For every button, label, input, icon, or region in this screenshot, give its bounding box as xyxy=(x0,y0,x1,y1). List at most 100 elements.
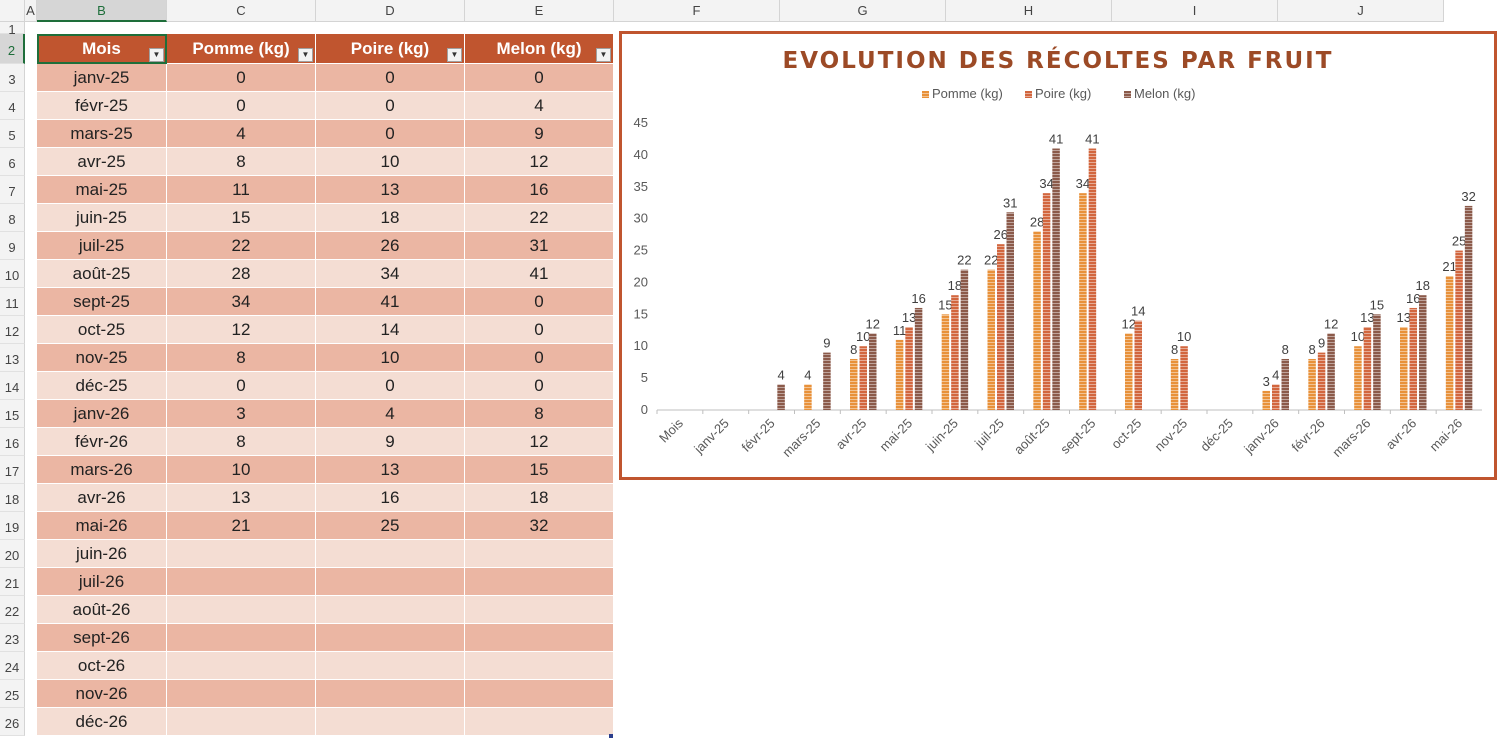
melon-cell[interactable]: 0 xyxy=(465,288,614,316)
filter-dropdown-icon[interactable]: ▼ xyxy=(149,48,164,62)
melon-cell[interactable]: 0 xyxy=(465,344,614,372)
melon-cell[interactable] xyxy=(465,540,614,568)
month-cell[interactable]: janv-25 xyxy=(37,64,167,92)
table-resize-handle[interactable] xyxy=(609,734,613,738)
row-header-13[interactable]: 13 xyxy=(0,344,25,372)
filter-dropdown-icon[interactable]: ▼ xyxy=(447,48,462,62)
poire-cell[interactable]: 41 xyxy=(316,288,465,316)
melon-header[interactable]: Melon (kg) ▼ xyxy=(465,34,614,64)
pomme-cell[interactable] xyxy=(167,624,316,652)
filter-dropdown-icon[interactable]: ▼ xyxy=(298,48,313,62)
column-header-d[interactable]: D xyxy=(316,0,465,22)
month-cell[interactable]: mai-25 xyxy=(37,176,167,204)
poire-cell[interactable]: 34 xyxy=(316,260,465,288)
month-cell[interactable]: déc-25 xyxy=(37,372,167,400)
row-header-4[interactable]: 4 xyxy=(0,92,25,120)
month-cell[interactable]: sept-26 xyxy=(37,624,167,652)
select-all-corner[interactable] xyxy=(0,0,25,22)
poire-cell[interactable]: 4 xyxy=(316,400,465,428)
pomme-header[interactable]: Pomme (kg) ▼ xyxy=(167,34,316,64)
poire-cell[interactable]: 10 xyxy=(316,344,465,372)
pomme-cell[interactable]: 4 xyxy=(167,120,316,148)
pomme-cell[interactable] xyxy=(167,540,316,568)
month-cell[interactable]: mars-25 xyxy=(37,120,167,148)
row-header-18[interactable]: 18 xyxy=(0,484,25,512)
pomme-cell[interactable]: 8 xyxy=(167,428,316,456)
pomme-cell[interactable]: 8 xyxy=(167,344,316,372)
pomme-cell[interactable]: 12 xyxy=(167,316,316,344)
row-header-25[interactable]: 25 xyxy=(0,680,25,708)
pomme-cell[interactable]: 11 xyxy=(167,176,316,204)
poire-cell[interactable] xyxy=(316,652,465,680)
melon-cell[interactable] xyxy=(465,680,614,708)
row-header-12[interactable]: 12 xyxy=(0,316,25,344)
column-header-f[interactable]: F xyxy=(614,0,780,22)
row-header-8[interactable]: 8 xyxy=(0,204,25,232)
poire-cell[interactable]: 0 xyxy=(316,372,465,400)
melon-cell[interactable]: 0 xyxy=(465,372,614,400)
poire-cell[interactable] xyxy=(316,624,465,652)
row-header-9[interactable]: 9 xyxy=(0,232,25,260)
melon-cell[interactable]: 12 xyxy=(465,148,614,176)
melon-cell[interactable]: 31 xyxy=(465,232,614,260)
pomme-cell[interactable]: 0 xyxy=(167,92,316,120)
poire-cell[interactable] xyxy=(316,680,465,708)
harvest-chart[interactable]: EVOLUTION DES RÉCOLTES PAR FRUIT Pomme (k… xyxy=(619,31,1497,480)
row-header-1[interactable]: 1 xyxy=(0,22,25,37)
column-header-i[interactable]: I xyxy=(1112,0,1278,22)
column-header-g[interactable]: G xyxy=(780,0,946,22)
pomme-cell[interactable] xyxy=(167,652,316,680)
month-cell[interactable]: avr-25 xyxy=(37,148,167,176)
melon-cell[interactable]: 12 xyxy=(465,428,614,456)
month-cell[interactable]: nov-25 xyxy=(37,344,167,372)
poire-cell[interactable]: 10 xyxy=(316,148,465,176)
filter-dropdown-icon[interactable]: ▼ xyxy=(596,48,611,62)
column-header-j[interactable]: J xyxy=(1278,0,1444,22)
poire-cell[interactable]: 16 xyxy=(316,484,465,512)
pomme-cell[interactable]: 21 xyxy=(167,512,316,540)
melon-cell[interactable]: 4 xyxy=(465,92,614,120)
melon-cell[interactable]: 16 xyxy=(465,176,614,204)
melon-cell[interactable]: 0 xyxy=(465,316,614,344)
poire-cell[interactable] xyxy=(316,708,465,736)
row-header-19[interactable]: 19 xyxy=(0,512,25,540)
pomme-cell[interactable] xyxy=(167,596,316,624)
poire-cell[interactable]: 26 xyxy=(316,232,465,260)
poire-cell[interactable]: 14 xyxy=(316,316,465,344)
melon-cell[interactable] xyxy=(465,596,614,624)
pomme-cell[interactable] xyxy=(167,568,316,596)
melon-cell[interactable] xyxy=(465,624,614,652)
melon-cell[interactable]: 9 xyxy=(465,120,614,148)
poire-cell[interactable]: 0 xyxy=(316,92,465,120)
row-header-16[interactable]: 16 xyxy=(0,428,25,456)
melon-cell[interactable]: 0 xyxy=(465,64,614,92)
melon-cell[interactable]: 8 xyxy=(465,400,614,428)
pomme-cell[interactable] xyxy=(167,680,316,708)
pomme-cell[interactable]: 28 xyxy=(167,260,316,288)
row-header-11[interactable]: 11 xyxy=(0,288,25,316)
poire-cell[interactable] xyxy=(316,540,465,568)
melon-cell[interactable] xyxy=(465,652,614,680)
column-header-c[interactable]: C xyxy=(167,0,316,22)
pomme-cell[interactable]: 0 xyxy=(167,64,316,92)
row-header-14[interactable]: 14 xyxy=(0,372,25,400)
pomme-cell[interactable]: 13 xyxy=(167,484,316,512)
row-header-17[interactable]: 17 xyxy=(0,456,25,484)
month-cell[interactable]: août-26 xyxy=(37,596,167,624)
melon-cell[interactable] xyxy=(465,708,614,736)
pomme-cell[interactable]: 34 xyxy=(167,288,316,316)
poire-cell[interactable]: 18 xyxy=(316,204,465,232)
poire-header[interactable]: Poire (kg) ▼ xyxy=(316,34,465,64)
row-header-21[interactable]: 21 xyxy=(0,568,25,596)
row-header-20[interactable]: 20 xyxy=(0,540,25,568)
row-header-6[interactable]: 6 xyxy=(0,148,25,176)
column-header-b[interactable]: B xyxy=(37,0,167,22)
row-header-26[interactable]: 26 xyxy=(0,708,25,736)
poire-cell[interactable]: 13 xyxy=(316,456,465,484)
row-header-5[interactable]: 5 xyxy=(0,120,25,148)
month-cell[interactable]: févr-25 xyxy=(37,92,167,120)
melon-cell[interactable] xyxy=(465,568,614,596)
column-header-e[interactable]: E xyxy=(465,0,614,22)
row-header-15[interactable]: 15 xyxy=(0,400,25,428)
month-cell[interactable]: mars-26 xyxy=(37,456,167,484)
